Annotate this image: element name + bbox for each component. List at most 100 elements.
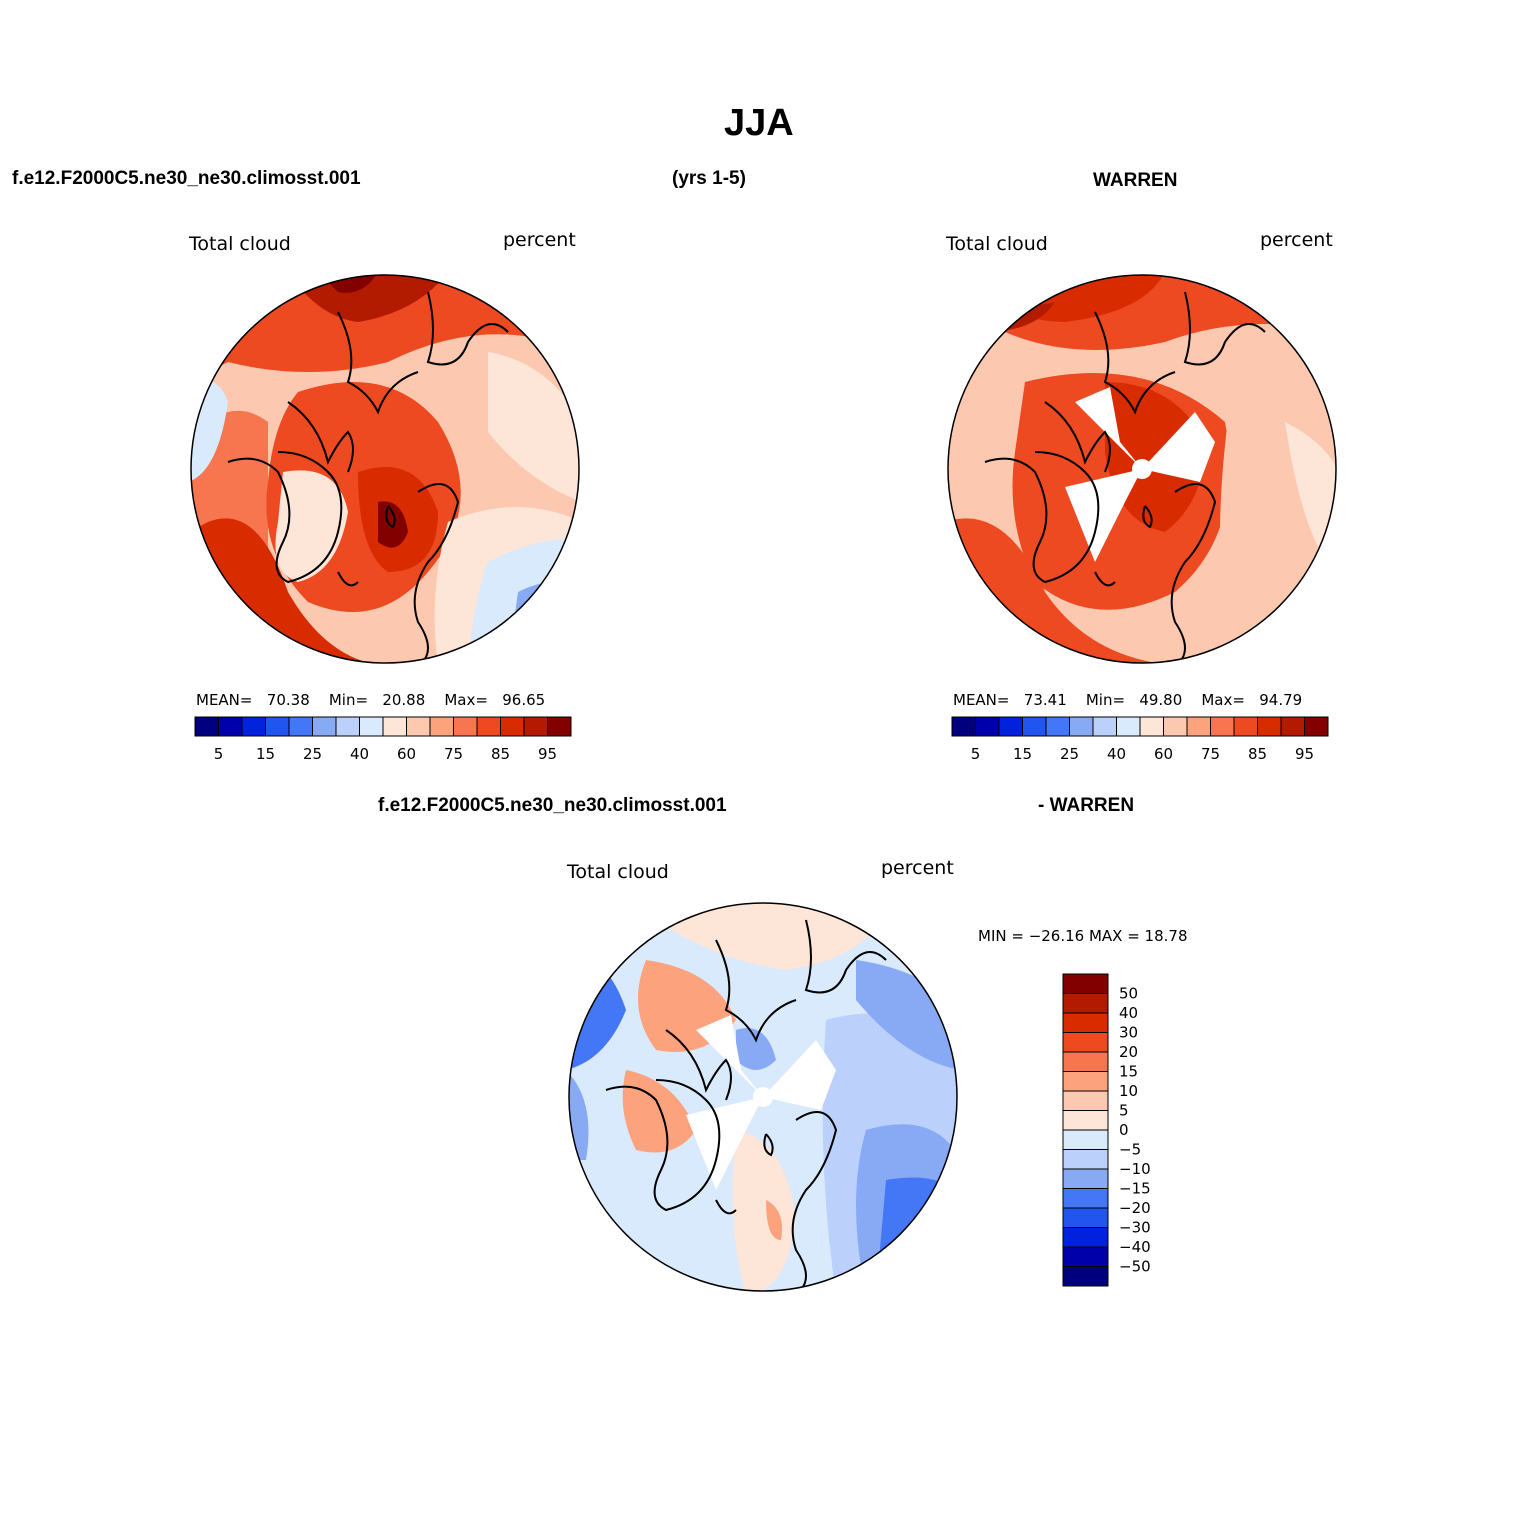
panel1-colorbar-swatch: [359, 716, 384, 737]
panel2-colorbar-tick-label: 85: [1248, 745, 1267, 763]
diff-colorbar-swatch: [1062, 1090, 1109, 1111]
panel1-colorbar-swatch: [382, 716, 407, 737]
panel2-colorbar-tick-label: 60: [1154, 745, 1173, 763]
diff-colorbar-tick-label: −15: [1119, 1180, 1151, 1198]
panel1-colorbar-tick-label: 15: [256, 745, 275, 763]
panel1-units: percent: [503, 229, 576, 251]
diff-colorbar-swatch: [1062, 1129, 1109, 1150]
diff-colorbar-tick-label: 30: [1119, 1024, 1138, 1042]
diff-colorbar-tick-label: 20: [1119, 1043, 1138, 1061]
diff-colorbar-tick-label: 15: [1119, 1063, 1138, 1081]
panel2-colorbar-swatch: [1186, 716, 1211, 737]
panel2-colorbar-swatch: [1092, 716, 1117, 737]
diff-colorbar-tick-label: −10: [1119, 1160, 1151, 1178]
diff-polar-map: [568, 902, 958, 1292]
panel2-colorbar-swatch: [1045, 716, 1070, 737]
panel2-polar-map: [947, 274, 1337, 664]
panel2-colorbar-swatch: [1139, 716, 1164, 737]
panel1-colorbar-swatch: [500, 716, 525, 737]
diff-colorbar-tick-label: 10: [1119, 1082, 1138, 1100]
diff-colorbar-swatch: [1062, 993, 1109, 1014]
panel1-colorbar-tick-label: 85: [491, 745, 510, 763]
panel1-mean-label: MEAN=: [196, 691, 253, 709]
panel1-mean-value: 70.38: [266, 691, 310, 709]
panel1-colorbar-tick-label: 60: [397, 745, 416, 763]
panel1-colorbar-swatch: [241, 716, 266, 737]
panel2-colorbar-tick-label: 5: [971, 745, 981, 763]
diff-colorbar-swatch: [1062, 1110, 1109, 1131]
panel1-colorbar-swatch: [547, 716, 572, 737]
panel2-colorbar-swatch: [975, 716, 1000, 737]
panel2-colorbar-swatch: [1233, 716, 1258, 737]
panel2-colorbar-tick-label: 25: [1060, 745, 1079, 763]
diff-colorbar-swatch: [1062, 1266, 1109, 1287]
diff-colorbar-tick-label: 0: [1119, 1121, 1129, 1139]
panel1-max-label: Max=: [444, 691, 488, 709]
panel2-colorbar-tick-label: 40: [1107, 745, 1126, 763]
panel2-min-label: Min=: [1085, 691, 1126, 709]
diff-colorbar-swatch: [1062, 1012, 1109, 1033]
diff-colorbar-swatch: [1062, 1071, 1109, 1092]
diff-colorbar-tick-label: −5: [1119, 1141, 1141, 1159]
panel1-colorbar-swatch: [335, 716, 360, 737]
diff-colorbar-tick-label: 40: [1119, 1004, 1138, 1022]
panel1-colorbar-tick-label: 25: [303, 745, 322, 763]
panel2-colorbar: 5 15 25 40 60 75 85 95: [951, 716, 1329, 763]
diff-colorbar-swatch: [1062, 1149, 1109, 1170]
panel2-colorbar-swatch: [1022, 716, 1047, 737]
panel1-colorbar-swatch: [194, 716, 219, 737]
panel1-colorbar-swatch: [218, 716, 243, 737]
diff-minmax: MIN = −26.16 MAX = 18.78: [978, 927, 1188, 945]
panel1-min-value: 20.88: [382, 691, 426, 709]
diff-colorbar-tick-label: 5: [1119, 1102, 1129, 1120]
panel1-colorbar-swatch: [265, 716, 290, 737]
panel2-max-label: Max=: [1201, 691, 1245, 709]
panel2-colorbar-swatch: [1163, 716, 1188, 737]
panel2-mean-label: MEAN=: [953, 691, 1010, 709]
diff-colorbar-tick-label: −40: [1119, 1238, 1151, 1256]
panel1-colorbar: 5 15 25 40 60 75 85 95: [194, 716, 572, 763]
panel1-polar-map: [190, 274, 580, 664]
diff-colorbar-swatch: [1062, 1246, 1109, 1267]
panel1-colorbar-tick-label: 40: [350, 745, 369, 763]
panel2-colorbar-swatch: [1210, 716, 1235, 737]
panel2-variable: Total cloud: [946, 233, 1048, 255]
panel2-colorbar-tick-label: 15: [1013, 745, 1032, 763]
case-name-left: f.e12.F2000C5.ne30_ne30.climosst.001: [12, 168, 361, 189]
diff-colorbar-swatch: [1062, 1188, 1109, 1209]
panel2-colorbar-tick-label: 95: [1295, 745, 1314, 763]
panel1-colorbar-tick-label: 95: [538, 745, 557, 763]
panel2-colorbar-swatch: [1304, 716, 1329, 737]
panel1-colorbar-swatch: [523, 716, 548, 737]
panel1-min-label: Min=: [328, 691, 369, 709]
panel2-units: percent: [1260, 229, 1333, 251]
panel1-stats: MEAN= 70.38 Min= 20.88 Max= 96.65: [196, 691, 545, 709]
panel1-colorbar-tick-label: 75: [444, 745, 463, 763]
diff-colorbar-swatch: [1062, 1207, 1109, 1228]
diff-colorbar-tick-label: −20: [1119, 1199, 1151, 1217]
panel2-colorbar-swatch: [1280, 716, 1305, 737]
panel2-colorbar-swatch: [998, 716, 1023, 737]
diff-variable: Total cloud: [567, 861, 669, 883]
panel1-colorbar-swatch: [406, 716, 431, 737]
diff-colorbar-tick-label: −50: [1119, 1258, 1151, 1276]
diff-colorbar-swatch: [1062, 1168, 1109, 1189]
panel1-colorbar-swatch: [429, 716, 454, 737]
panel2-colorbar-swatch: [1116, 716, 1141, 737]
panel2-min-value: 49.80: [1139, 691, 1183, 709]
diff-units: percent: [881, 857, 954, 879]
diff-colorbar-swatch: [1062, 1051, 1109, 1072]
panel2-colorbar-swatch: [951, 716, 976, 737]
panel1-colorbar-tick-label: 5: [214, 745, 224, 763]
diff-colorbar-tick-label: 50: [1119, 985, 1138, 1003]
panel1-colorbar-swatch: [312, 716, 337, 737]
panel2-colorbar-tick-label: 75: [1201, 745, 1220, 763]
diff-colorbar-tick-label: −30: [1119, 1219, 1151, 1237]
panel1-max-value: 96.65: [502, 691, 546, 709]
diff-case-right: - WARREN: [1038, 795, 1135, 816]
panel2-colorbar-swatch: [1069, 716, 1094, 737]
panel2-stats: MEAN= 73.41 Min= 49.80 Max= 94.79: [953, 691, 1302, 709]
panel1-variable: Total cloud: [189, 233, 291, 255]
panel1-colorbar-swatch: [476, 716, 501, 737]
